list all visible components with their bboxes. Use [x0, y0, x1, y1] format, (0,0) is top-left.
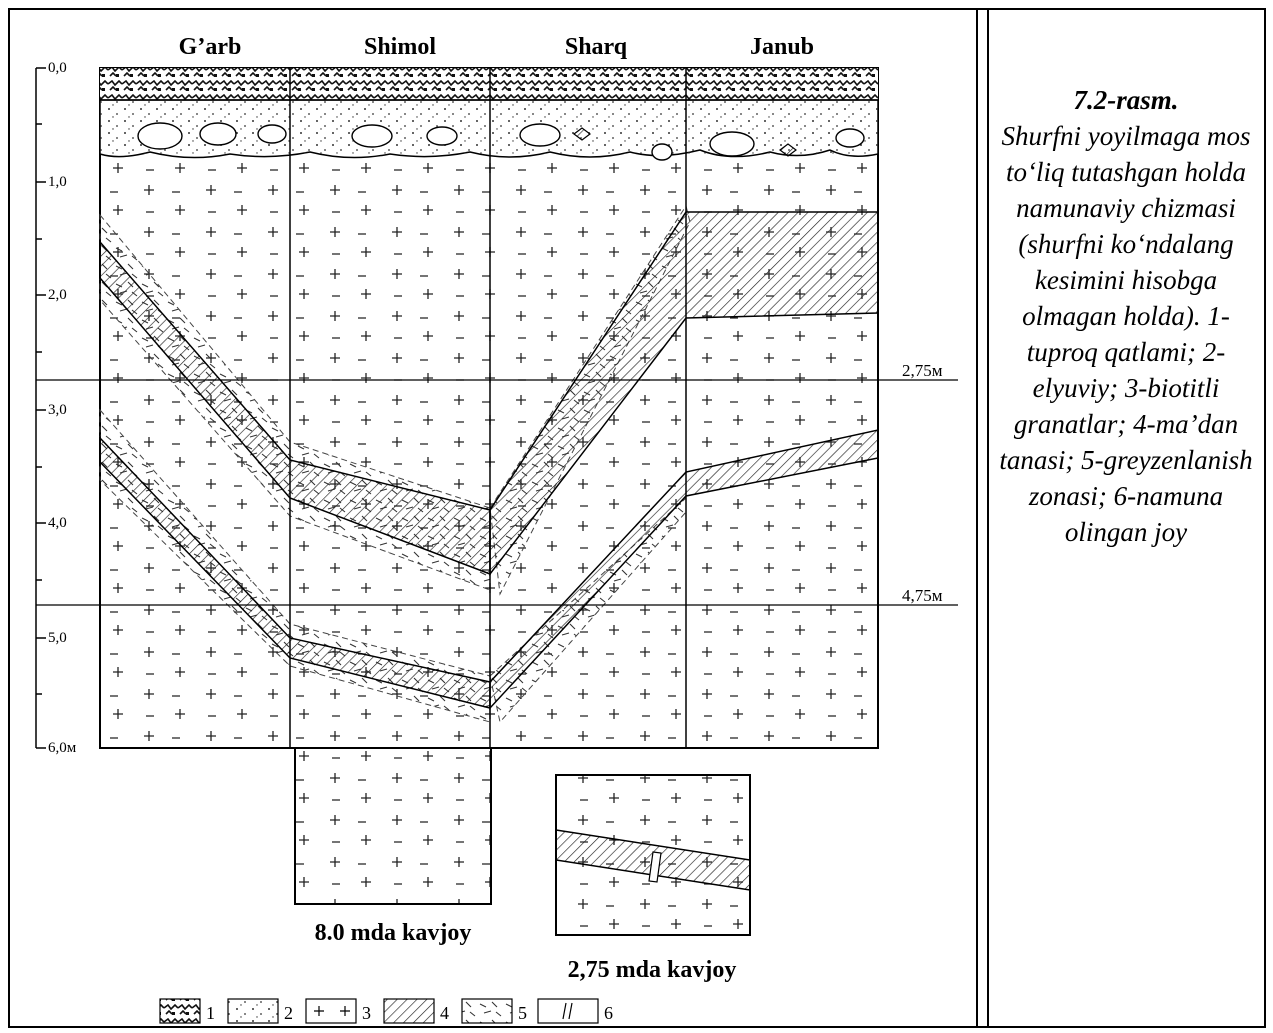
heading-janub: Janub — [750, 34, 814, 60]
pit-diagram: G’arb Shimol Sharq Janub 0,0 1,0 2,0 3,0… — [35, 34, 958, 1024]
eluvium-pebbles — [137, 122, 865, 161]
lower-extension: 8.0 mda kavjoy — [294, 747, 492, 946]
pit-section: 2,75м 4,75м — [36, 67, 958, 749]
inset-section: 2,75 mda kavjoy — [555, 774, 751, 983]
level-label-475: 4,75м — [902, 586, 943, 605]
legend-label-4: 4 — [440, 1003, 449, 1023]
heading-shimol: Shimol — [364, 34, 436, 60]
legend-label-6: 6 — [604, 1003, 613, 1023]
soil-layer — [100, 68, 878, 100]
direction-headings: G’arb Shimol Sharq Janub — [179, 34, 814, 60]
lower-box-label: 8.0 mda kavjoy — [315, 920, 472, 946]
inset-label: 2,75 mda kavjoy — [568, 957, 737, 983]
depth-tick-labels: 0,0 1,0 2,0 3,0 4,0 5,0 6,0м — [48, 60, 77, 756]
depth-tick-1: 1,0 — [48, 174, 67, 190]
depth-tick-3: 3,0 — [48, 402, 67, 418]
outer-frame — [8, 8, 1266, 1028]
level-label-275: 2,75м — [902, 361, 943, 380]
legend-label-5: 5 — [518, 1003, 527, 1023]
legend-label-2: 2 — [284, 1003, 293, 1023]
depth-tick-6: 6,0м — [48, 740, 77, 756]
legend-label-1: 1 — [206, 1003, 215, 1023]
depth-tick-2: 2,0 — [48, 287, 67, 303]
caption-body: Shurfni yoyilmaga mos to‘liq tutashgan h… — [999, 121, 1253, 547]
depth-tick-5: 5,0 — [48, 630, 67, 646]
depth-scale — [35, 67, 46, 749]
column-divider-2 — [987, 8, 989, 1028]
heading-garb: G’arb — [179, 34, 242, 60]
depth-tick-0: 0,0 — [48, 60, 67, 76]
legend: 1 2 3 4 5 6 — [159, 998, 613, 1024]
legend-label-3: 3 — [362, 1003, 371, 1023]
caption-title: 7.2-rasm. — [1073, 85, 1179, 115]
column-divider — [976, 8, 978, 1028]
depth-tick-4: 4,0 — [48, 515, 67, 531]
heading-sharq: Sharq — [565, 34, 628, 60]
figure-caption: 7.2-rasm. Shurfni yoyilmaga mos to‘liq t… — [990, 82, 1262, 550]
